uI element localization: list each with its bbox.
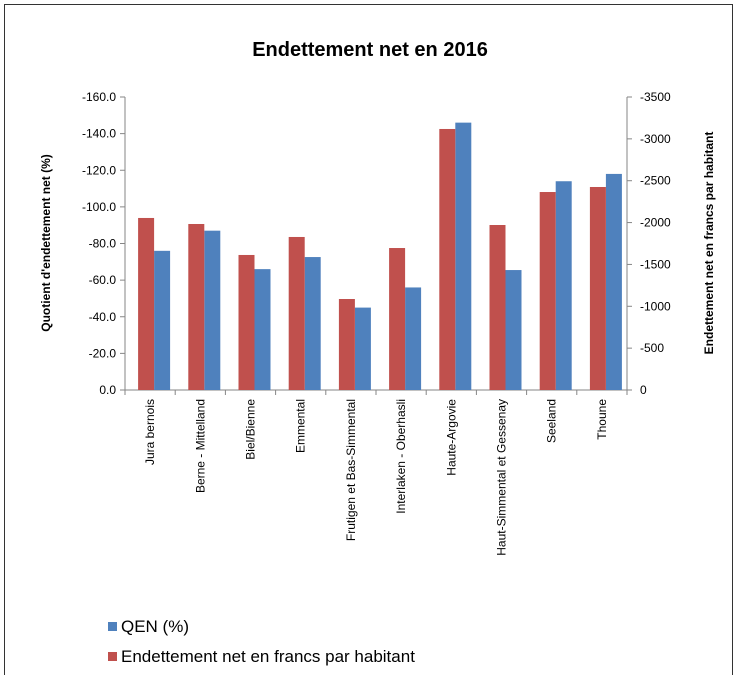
bar — [304, 257, 321, 390]
x-tick-label: Seeland — [545, 399, 559, 443]
x-tick-label: Emmental — [294, 399, 308, 453]
legend-swatch — [108, 652, 117, 661]
bar — [455, 122, 472, 390]
bar — [338, 299, 355, 390]
y-tick-label: -160.0 — [82, 90, 116, 104]
bar — [288, 236, 305, 390]
y-tick-label: -100.0 — [82, 200, 116, 214]
bar — [238, 254, 255, 390]
y-tick-label: -60.0 — [89, 273, 117, 287]
bar — [589, 186, 606, 390]
y-tick-label: -140.0 — [82, 127, 116, 141]
y2-tick-label: -2500 — [640, 174, 671, 188]
bar — [204, 230, 221, 390]
bar — [439, 128, 456, 390]
x-tick-label: Berne - Mittelland — [193, 399, 207, 493]
x-tick-label: Frutigen et Bas-Simmental — [344, 399, 358, 541]
bar — [154, 250, 171, 390]
bar — [389, 248, 406, 390]
x-tick-label: Haut-Simmental et Gessenay — [495, 399, 509, 556]
x-tick-label: Thoune — [595, 399, 609, 440]
bar — [354, 307, 371, 390]
x-tick-label: Interlaken - Oberhasli — [394, 399, 408, 514]
legend-label: QEN (%) — [121, 617, 189, 636]
x-tick-label: Haute-Argovie — [444, 399, 458, 476]
y-tick-label: 0.0 — [99, 383, 116, 397]
bar — [489, 224, 506, 390]
y2-axis-title: Endettement net en francs par habitant — [702, 132, 716, 355]
x-tick-label: Biel/Bienne — [244, 399, 258, 460]
legend-swatch — [108, 622, 117, 631]
y2-tick-label: -500 — [640, 341, 664, 355]
bar — [539, 192, 556, 390]
bar — [555, 181, 572, 390]
y2-tick-label: -1500 — [640, 257, 671, 271]
bar — [254, 269, 271, 390]
y-tick-label: -20.0 — [89, 346, 117, 360]
y-tick-label: -40.0 — [89, 310, 117, 324]
y-axis-title: Quotient d'endettement net (%) — [39, 154, 53, 332]
bar — [138, 217, 155, 390]
bar — [405, 287, 422, 390]
chart-title: Endettement net en 2016 — [252, 39, 488, 61]
y-tick-label: -120.0 — [82, 163, 116, 177]
y2-tick-label: 0 — [640, 383, 647, 397]
bar — [505, 270, 522, 390]
y2-tick-label: -2000 — [640, 216, 671, 230]
x-tick-label: Jura bernois — [143, 399, 157, 465]
bar — [605, 173, 622, 390]
legend-label: Endettement net en francs par habitant — [121, 647, 415, 666]
bar — [188, 223, 205, 390]
y2-tick-label: -1000 — [640, 299, 671, 313]
y-tick-label: -80.0 — [89, 237, 117, 251]
y2-tick-label: -3000 — [640, 132, 671, 146]
y2-tick-label: -3500 — [640, 90, 671, 104]
